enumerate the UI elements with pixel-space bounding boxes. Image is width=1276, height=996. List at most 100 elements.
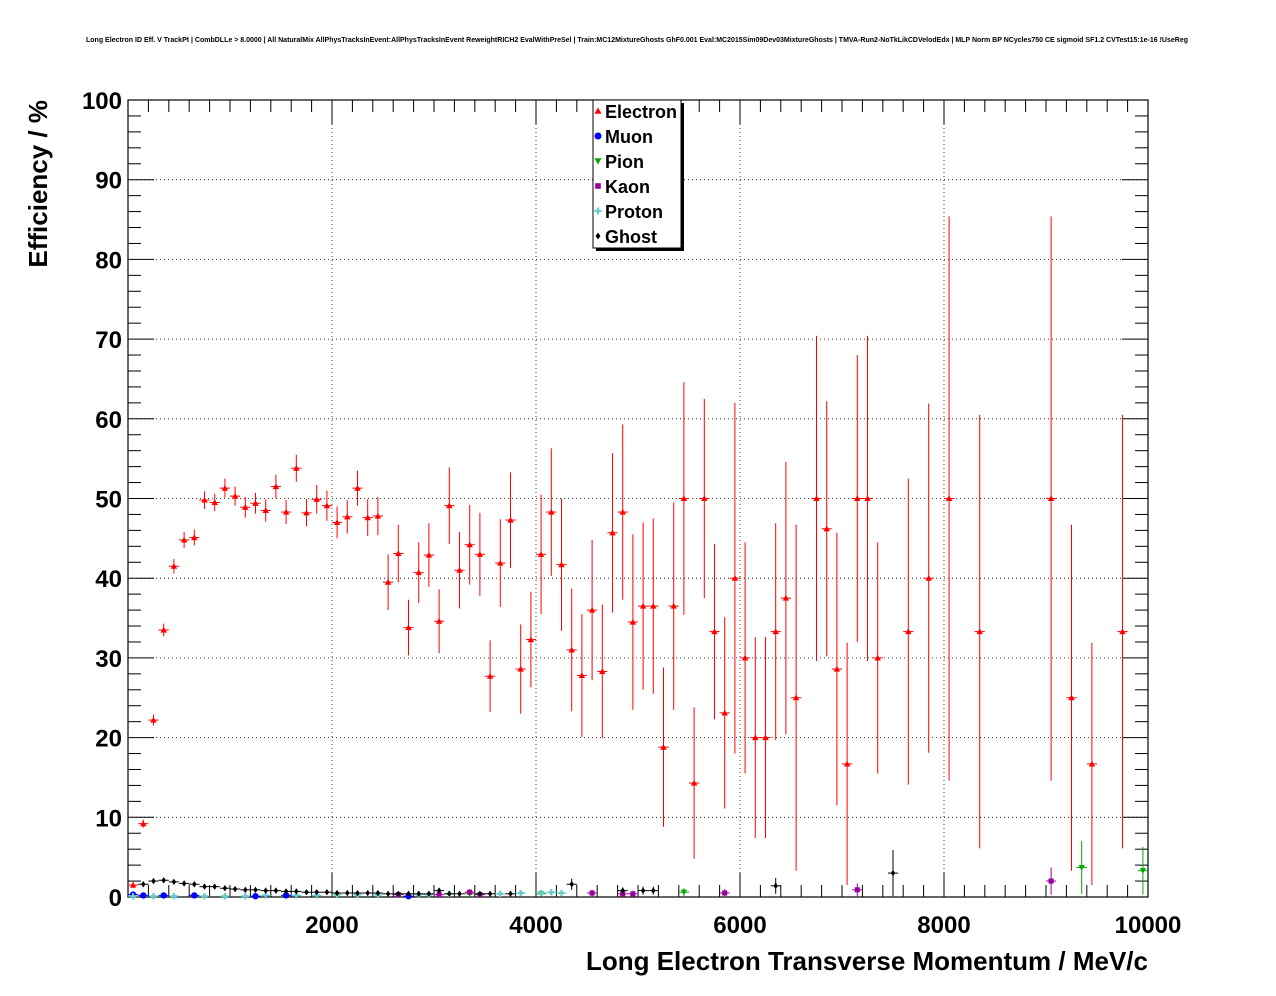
electron-point bbox=[760, 637, 771, 839]
proton-point bbox=[128, 893, 139, 900]
kaon-marker bbox=[1048, 878, 1054, 884]
electron-marker bbox=[731, 575, 739, 581]
kaon-marker bbox=[589, 890, 595, 896]
electron-marker bbox=[435, 618, 443, 624]
ghost-marker bbox=[620, 887, 625, 894]
x-tick-label: 4000 bbox=[509, 912, 562, 939]
electron-marker bbox=[303, 509, 310, 516]
electron-marker bbox=[680, 495, 688, 502]
electron-point bbox=[617, 424, 628, 600]
electron-marker bbox=[568, 646, 575, 653]
electron-point bbox=[719, 617, 730, 809]
electron-marker bbox=[772, 628, 779, 635]
electron-marker bbox=[517, 665, 524, 672]
electron-point bbox=[974, 414, 985, 849]
ghost-marker bbox=[304, 889, 309, 896]
electron-point bbox=[189, 529, 200, 546]
electron-marker bbox=[231, 492, 239, 499]
electron-point bbox=[1086, 642, 1097, 886]
electron-point bbox=[821, 401, 832, 657]
ghost-series bbox=[138, 849, 899, 898]
ghost-marker bbox=[161, 877, 166, 884]
ghost-marker bbox=[243, 886, 248, 894]
x-axis-title: Long Electron Transverse Momentum / MeV/… bbox=[586, 946, 1148, 976]
electron-marker bbox=[191, 534, 198, 541]
ghost-point bbox=[179, 880, 190, 887]
electron-marker bbox=[833, 665, 841, 672]
electron-point bbox=[168, 559, 179, 574]
legend-marker-muon bbox=[594, 132, 602, 140]
electron-marker bbox=[1119, 628, 1126, 635]
ghost-marker bbox=[436, 887, 442, 894]
electron-point bbox=[362, 499, 373, 536]
proton-marker bbox=[150, 893, 157, 900]
ghost-marker bbox=[640, 887, 646, 894]
x-tick-label: 6000 bbox=[713, 912, 766, 939]
electron-point bbox=[678, 382, 689, 615]
ghost-marker bbox=[365, 889, 370, 897]
electron-marker bbox=[129, 881, 137, 888]
ghost-point bbox=[321, 889, 332, 896]
electron-marker bbox=[476, 551, 484, 557]
ghost-marker bbox=[651, 887, 656, 894]
electron-point bbox=[505, 472, 516, 568]
electron-point bbox=[281, 500, 292, 525]
ghost-point bbox=[138, 881, 149, 888]
legend: Electron Muon Pion Kaon Proton Ghost bbox=[592, 99, 684, 251]
kaon-point bbox=[627, 890, 638, 897]
electron-marker bbox=[650, 602, 657, 609]
ghost-point bbox=[638, 886, 649, 895]
y-tick-label: 60 bbox=[95, 407, 122, 434]
electron-point bbox=[689, 707, 700, 859]
proton-marker bbox=[558, 889, 565, 897]
electron-marker bbox=[976, 628, 983, 635]
ghost-marker bbox=[283, 888, 289, 895]
axis-ticks: 2000 4000 6000 8000 10000 0 10 20 30 40 50 60 70 80 90… bbox=[82, 88, 1181, 939]
electron-point bbox=[658, 667, 669, 827]
kaon-point bbox=[852, 883, 863, 897]
electron-marker bbox=[537, 551, 545, 557]
proton-point bbox=[546, 889, 557, 896]
ghost-marker bbox=[202, 883, 207, 890]
ghost-point bbox=[342, 889, 353, 897]
electron-point bbox=[423, 523, 434, 587]
ghost-point bbox=[485, 890, 496, 898]
electron-point bbox=[515, 624, 526, 714]
electron-point bbox=[454, 531, 465, 609]
electron-marker bbox=[660, 743, 667, 750]
electron-marker bbox=[741, 654, 749, 661]
ghost-marker bbox=[253, 886, 258, 894]
ghost-marker bbox=[212, 883, 217, 890]
muon-point bbox=[158, 892, 169, 899]
electron-point bbox=[148, 714, 159, 726]
legend-marker-electron bbox=[594, 107, 602, 114]
legend-marker-pion bbox=[594, 158, 602, 165]
ghost-point bbox=[383, 890, 394, 898]
electron-point bbox=[291, 454, 302, 482]
y-tick-label: 100 bbox=[82, 88, 122, 115]
electron-marker bbox=[211, 499, 218, 506]
kaon-point bbox=[719, 889, 730, 897]
proton-point bbox=[536, 889, 547, 897]
electron-marker bbox=[262, 507, 269, 514]
electron-point bbox=[587, 539, 598, 681]
proton-marker bbox=[221, 893, 229, 900]
ghost-point bbox=[648, 886, 659, 895]
muon-point bbox=[189, 892, 200, 899]
ghost-point bbox=[352, 889, 363, 897]
electron-point bbox=[668, 502, 679, 710]
electron-point bbox=[485, 640, 496, 713]
electron-marker bbox=[364, 514, 371, 521]
ghost-marker bbox=[773, 882, 778, 890]
electron-point bbox=[332, 506, 343, 539]
ghost-point bbox=[158, 877, 169, 884]
ghost-point bbox=[311, 889, 322, 896]
ghost-marker bbox=[294, 888, 299, 895]
chart-title: Long Electron ID Eff. V TrackPt | CombDL… bbox=[86, 37, 1188, 44]
ghost-marker bbox=[457, 890, 462, 898]
electron-marker bbox=[945, 495, 953, 502]
electron-marker bbox=[170, 563, 178, 569]
ghost-marker bbox=[345, 889, 350, 897]
ghost-marker bbox=[447, 890, 452, 898]
